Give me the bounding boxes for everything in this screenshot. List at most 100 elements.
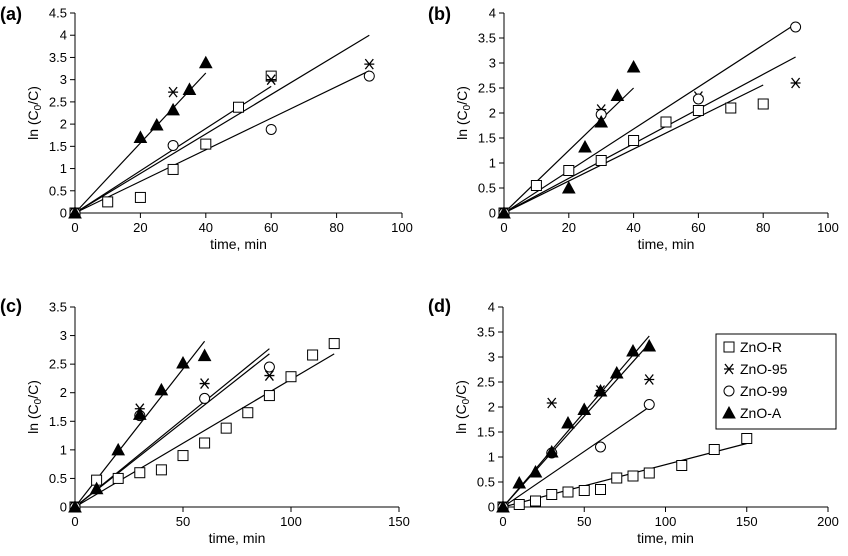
series-zno-r <box>498 98 769 219</box>
data-point-zno-a <box>68 205 82 219</box>
data-point-zno-95 <box>264 370 275 381</box>
y-tick-label: 1.5 <box>49 139 67 154</box>
y-tick-label: 1.5 <box>477 425 495 440</box>
x-tick-label: 60 <box>264 220 278 235</box>
data-point-zno-r <box>530 180 542 191</box>
x-tick-label: 150 <box>736 514 758 529</box>
y-tick-label: 1 <box>60 442 67 457</box>
y-tick-label: 0.5 <box>478 181 496 196</box>
data-point-zno-r <box>200 138 212 150</box>
legend-marker-zno-99 <box>723 385 735 397</box>
data-point-zno-r <box>708 444 720 455</box>
fit-line-zno-a <box>503 87 635 214</box>
data-point-zno-99 <box>643 399 655 410</box>
data-point-zno-99 <box>265 123 277 135</box>
x-tick-label: 50 <box>577 514 591 529</box>
data-point-zno-a <box>561 180 576 194</box>
data-point-zno-r <box>307 349 319 361</box>
x-tick-label: 50 <box>176 514 190 529</box>
data-point-zno-95 <box>168 86 179 98</box>
series-zno-a <box>496 338 657 513</box>
panel-label: (a) <box>0 4 22 24</box>
data-point-zno-a <box>68 499 82 513</box>
data-point-zno-99 <box>263 361 275 373</box>
data-point-zno-a <box>578 139 592 153</box>
data-point-zno-a <box>512 475 527 489</box>
fit-line-zno-95 <box>74 348 270 508</box>
y-tick-label: 4 <box>489 6 496 21</box>
data-point-zno-r <box>242 407 254 419</box>
data-point-zno-99 <box>363 70 375 82</box>
data-point-zno-a <box>544 444 559 458</box>
x-tick-label: 0 <box>499 514 506 529</box>
data-point-zno-95 <box>199 378 210 389</box>
data-point-zno-95 <box>790 77 801 89</box>
y-tick-label: 0 <box>488 500 495 515</box>
y-tick-label: 3.5 <box>478 31 496 46</box>
legend-label: ZnO-99 <box>740 383 788 399</box>
data-point-zno-99 <box>790 21 802 33</box>
chart-panel-c: 0 0.5 1 1.5 2 2.5 3 3.5 0 50 100 150 time, min ln (C0… <box>0 296 410 546</box>
y-tick-label: 3 <box>60 328 67 343</box>
legend: ZnO-R ZnO-95 ZnO-99 ZnO-A <box>715 333 837 430</box>
x-axis-label: time, min <box>637 530 694 546</box>
data-point-zno-r <box>102 196 114 208</box>
data-point-zno-a <box>89 481 104 495</box>
x-tick-label: 0 <box>71 220 78 235</box>
legend-box <box>715 333 837 430</box>
x-tick-label: 60 <box>691 220 705 235</box>
x-tick-label: 100 <box>391 220 413 235</box>
y-tick-label: 2.5 <box>477 375 495 390</box>
data-point-zno-r <box>134 467 146 479</box>
legend-label: ZnO-A <box>740 405 782 421</box>
y-tick-label: 3.5 <box>49 300 67 315</box>
x-tick-label: 100 <box>655 514 677 529</box>
series-zno-95 <box>498 374 655 513</box>
data-point-zno-r <box>562 486 574 498</box>
y-tick-label: 2 <box>489 106 496 121</box>
x-axis-label: time, min <box>638 236 695 252</box>
chart-panel-d: 0 0.5 1 1.5 2 2.5 3 3.5 4 0 50 100 150 200 time, min ln… <box>428 296 839 546</box>
legend-item: ZnO-99 <box>723 383 788 399</box>
y-tick-label: 3.5 <box>477 325 495 340</box>
data-point-zno-r <box>530 495 541 507</box>
data-point-zno-99 <box>199 392 211 404</box>
y-tick-label: 4 <box>488 300 495 315</box>
y-tick-label: 3 <box>488 350 495 365</box>
x-tick-label: 80 <box>329 220 343 235</box>
y-axis-label: ln (C0/C) <box>25 380 44 434</box>
data-point-zno-r <box>233 101 244 113</box>
data-point-zno-r <box>741 433 753 444</box>
data-point-zno-r <box>595 484 606 495</box>
fit-line-zno-r <box>502 442 747 508</box>
x-axis-label: time, min <box>209 530 266 546</box>
legend-marker-zno-a <box>722 405 736 419</box>
data-point-zno-95 <box>644 374 655 385</box>
fit-line-zno-r <box>503 84 764 214</box>
data-point-zno-a <box>577 402 592 415</box>
data-point-zno-r <box>546 489 558 500</box>
data-point-zno-r <box>177 450 189 462</box>
fit-line-zno-a <box>502 343 650 508</box>
x-tick-label: 80 <box>756 220 770 235</box>
data-point-zno-a <box>197 348 212 362</box>
data-point-zno-r <box>199 437 211 449</box>
y-tick-label: 1 <box>60 161 67 176</box>
fit-line-zno-a <box>74 72 207 214</box>
data-point-zno-a <box>609 365 624 379</box>
series-zno-r <box>497 433 753 513</box>
data-point-zno-r <box>134 191 146 203</box>
data-point-zno-a <box>149 117 164 131</box>
data-point-zno-r <box>328 338 340 350</box>
y-axis-label: ln (C0/C) <box>25 86 44 140</box>
y-tick-label: 1 <box>488 450 495 465</box>
panel-label: (b) <box>428 4 451 24</box>
data-point-zno-r <box>676 460 688 471</box>
y-tick-label: 0.5 <box>477 475 495 490</box>
y-tick-label: 2.5 <box>49 94 67 109</box>
data-point-zno-r <box>595 155 607 166</box>
fit-line-zno-99 <box>502 406 650 508</box>
x-tick-label: 150 <box>388 514 410 529</box>
fit-line-zno-99 <box>503 23 796 214</box>
